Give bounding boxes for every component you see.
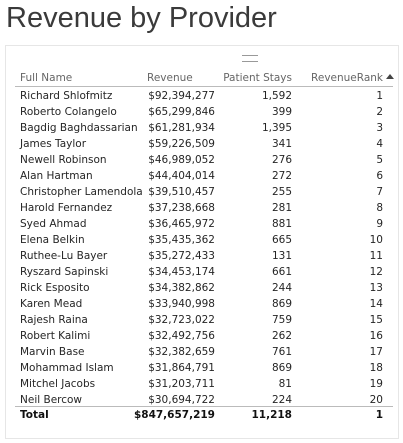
cell: 7: [376, 186, 383, 198]
cell: 81: [278, 378, 292, 390]
cell: $34,453,174: [148, 266, 215, 278]
cell: $32,723,022: [148, 314, 215, 326]
cell: 399: [271, 106, 292, 118]
cell: $92,394,277: [148, 90, 215, 102]
cell: 4: [376, 138, 383, 150]
cell: 11: [369, 250, 383, 262]
cell: Ruthee-Lu Bayer: [20, 250, 108, 262]
cell: $31,203,711: [148, 378, 215, 390]
cell: 272: [271, 170, 292, 182]
cell: $35,272,433: [148, 250, 215, 262]
cell: $32,492,756: [148, 330, 215, 342]
cell: $46,989,052: [148, 154, 215, 166]
cell: 1,395: [261, 122, 292, 134]
cell: 5: [376, 154, 383, 166]
total-cell: 11,218: [251, 409, 292, 421]
cell: 1,592: [261, 90, 292, 102]
cell: Newell Robinson: [20, 154, 107, 166]
cell: $37,238,668: [148, 202, 215, 214]
cell: $44,404,014: [148, 170, 215, 182]
cell: Rick Esposito: [20, 282, 90, 294]
header-rule: [15, 86, 393, 87]
cell: 341: [271, 138, 292, 150]
column-header[interactable]: Patient Stays: [223, 72, 292, 84]
cell: Mitchel Jacobs: [20, 378, 96, 390]
cell: Karen Mead: [20, 298, 83, 310]
cell: Mohammad Islam: [20, 362, 114, 374]
cell: $61,281,934: [148, 122, 215, 134]
cell: Christopher Lamendola: [20, 186, 143, 198]
cell: Syed Ahmad: [20, 218, 87, 230]
cell: 881: [271, 218, 292, 230]
cell: $36,465,972: [148, 218, 215, 230]
cell: Roberto Colangelo: [20, 106, 117, 118]
cell: 224: [271, 394, 292, 406]
drag-grip[interactable]: [242, 55, 258, 62]
title: Revenue by Provider: [6, 2, 277, 34]
cell: $31,864,791: [148, 362, 215, 374]
cell: 8: [376, 202, 383, 214]
cell: 131: [271, 250, 292, 262]
cell: 15: [369, 314, 383, 326]
cell: $65,299,846: [148, 106, 215, 118]
cell: Rajesh Raina: [20, 314, 88, 326]
sort-arrow[interactable]: [386, 74, 394, 79]
column-header[interactable]: Full Name: [20, 72, 73, 84]
cell: 14: [369, 298, 383, 310]
cell: 1: [376, 90, 383, 102]
cell: 17: [369, 346, 383, 358]
total-cell: Total: [20, 409, 49, 421]
cell: Marvin Base: [20, 346, 85, 358]
cell: 262: [271, 330, 292, 342]
cell: 244: [271, 282, 292, 294]
cell: 276: [271, 154, 292, 166]
cell: 761: [271, 346, 292, 358]
column-header[interactable]: RevenueRank: [311, 72, 383, 84]
cell: Richard Shlofmitz: [20, 90, 113, 102]
cell: 18: [369, 362, 383, 374]
total-cell: 1: [375, 409, 383, 421]
cell: Elena Belkin: [20, 234, 85, 246]
cell: Ryszard Sapinski: [20, 266, 109, 278]
cell: 869: [271, 298, 292, 310]
cell: 2: [376, 106, 383, 118]
cell: $30,694,722: [148, 394, 215, 406]
cell: 665: [271, 234, 292, 246]
table-panel: [5, 45, 399, 439]
cell: 16: [369, 330, 383, 342]
cell: $39,510,457: [148, 186, 215, 198]
cell: $32,382,659: [148, 346, 215, 358]
cell: 13: [369, 282, 383, 294]
cell: 6: [376, 170, 383, 182]
column-header[interactable]: Revenue: [147, 72, 193, 84]
cell: $35,435,362: [148, 234, 215, 246]
cell: $59,226,509: [148, 138, 215, 150]
cell: Neil Bercow: [20, 394, 83, 406]
cell: 869: [271, 362, 292, 374]
cell: 281: [271, 202, 292, 214]
cell: Harold Fernandez: [20, 202, 113, 214]
cell: 12: [369, 266, 383, 278]
cell: Robert Kalimi: [20, 330, 91, 342]
cell: Bagdig Baghdassarian: [20, 122, 138, 134]
cell: $34,382,862: [148, 282, 215, 294]
cell: James Taylor: [20, 138, 87, 150]
cell: 3: [376, 122, 383, 134]
cell: 19: [369, 378, 383, 390]
cell: $33,940,998: [148, 298, 215, 310]
cell: 255: [271, 186, 292, 198]
cell: Alan Hartman: [20, 170, 93, 182]
total-cell: $847,657,219: [133, 409, 215, 421]
cell: 9: [376, 218, 383, 230]
total-rule: [15, 406, 393, 407]
cell: 10: [369, 234, 383, 246]
cell: 661: [271, 266, 292, 278]
cell: 20: [369, 394, 383, 406]
cell: 759: [271, 314, 292, 326]
